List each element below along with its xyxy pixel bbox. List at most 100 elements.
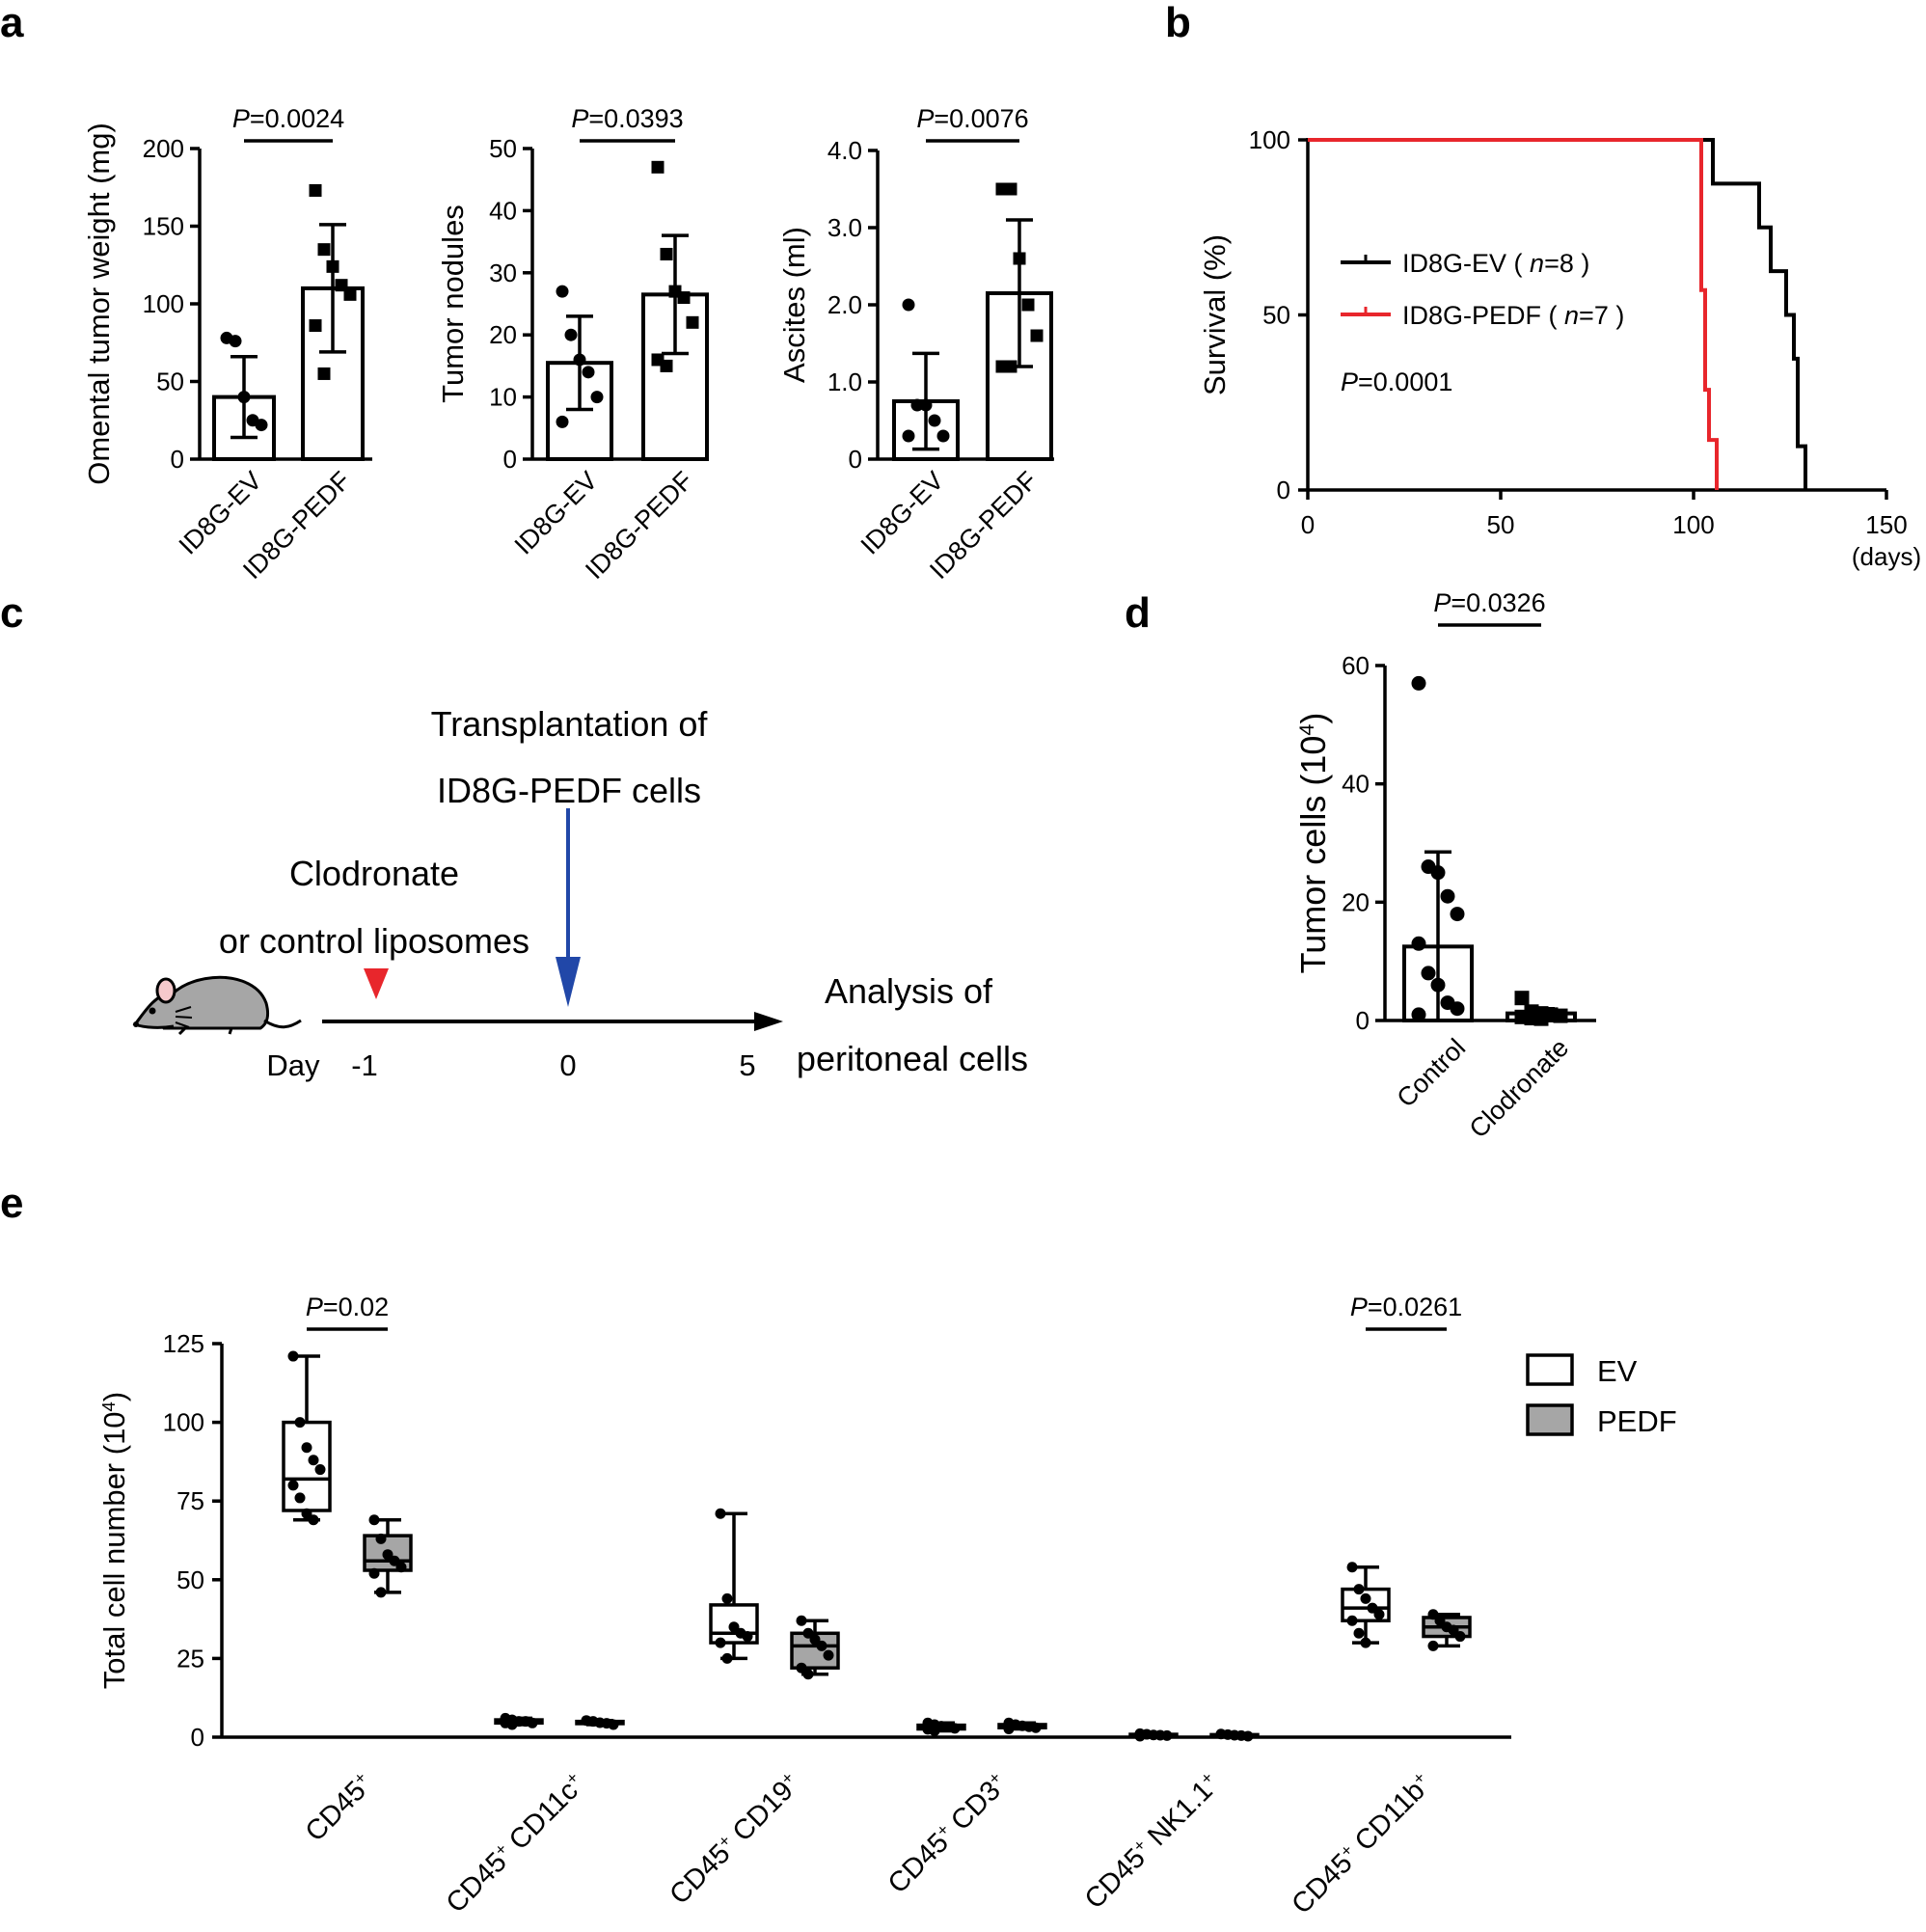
- box-pedf: [575, 1715, 625, 1730]
- p-value-label-value: =0.0024: [250, 104, 344, 133]
- p-value-label-value: =0.0393: [588, 104, 683, 133]
- day-tick-minus1: -1: [351, 1048, 378, 1082]
- data-point: [255, 419, 268, 432]
- y-tick-label: 0: [1277, 476, 1290, 504]
- data-point: [1161, 1729, 1173, 1741]
- y-axis-label-close: ): [1293, 713, 1333, 724]
- legend-n-value: =7 ): [1579, 301, 1624, 330]
- y-tick-label: 100: [143, 289, 184, 318]
- data-point: [1367, 1602, 1378, 1614]
- data-point: [375, 1587, 387, 1598]
- box-pedf: [1209, 1728, 1260, 1742]
- data-point: [902, 298, 915, 312]
- data-point: [1454, 1631, 1466, 1643]
- legend-n-italic: n: [1530, 249, 1544, 278]
- box-pedf: [997, 1717, 1047, 1735]
- data-point: [1411, 675, 1426, 691]
- legend-label-pedf: PEDF: [1597, 1404, 1677, 1438]
- data-point: [715, 1637, 726, 1648]
- transplant-arrow-head: [556, 957, 581, 1007]
- data-point: [1021, 298, 1035, 312]
- y-axis-label-close: ): [97, 1392, 131, 1401]
- panel-label-b: b: [1165, 0, 1191, 46]
- category-label-main: CD19: [721, 1776, 800, 1854]
- legend-label: ID8G-PEDF ( n=7 ): [1402, 301, 1624, 330]
- category-label: CD45+ CD19+: [664, 1768, 806, 1911]
- box-ev: [494, 1712, 544, 1730]
- p-value-label: P=0.02: [306, 1293, 389, 1321]
- y-tick-label: 10: [489, 383, 517, 412]
- category-label-main: NK1.1: [1136, 1776, 1218, 1858]
- experiment-schematic: Transplantation of ID8G-PEDF cells Clodr…: [132, 704, 1028, 1082]
- data-point: [910, 398, 924, 412]
- legend-swatch-ev: [1526, 1353, 1574, 1386]
- data-point: [301, 1508, 312, 1519]
- data-point: [1553, 1008, 1568, 1023]
- data-point: [715, 1508, 726, 1519]
- y-tick-label: 40: [489, 196, 517, 225]
- data-point: [326, 259, 339, 273]
- y-tick-label: 0: [849, 445, 862, 474]
- data-point: [721, 1652, 733, 1664]
- data-point: [677, 291, 691, 305]
- y-tick-label: 0: [503, 445, 517, 474]
- y-tick-label: 2.0: [827, 290, 862, 319]
- data-point: [1450, 907, 1465, 922]
- legend-n-italic: n: [1564, 301, 1579, 330]
- p-value-label-italic-p: P: [306, 1293, 323, 1321]
- p-value-label: P=0.0076: [916, 104, 1028, 133]
- data-point: [1421, 966, 1436, 981]
- data-point: [686, 315, 699, 329]
- data-point: [1533, 1011, 1549, 1026]
- y-tick-label: 30: [489, 259, 517, 287]
- data-point: [287, 1350, 299, 1362]
- category-label: CD45+ NK1.1+: [1078, 1768, 1226, 1916]
- category-label: CD45+: [299, 1768, 379, 1848]
- box-ev: [1128, 1728, 1179, 1742]
- data-point: [1360, 1637, 1371, 1648]
- data-point: [1440, 888, 1455, 904]
- transplant-label-line2: ID8G-PEDF cells: [437, 771, 701, 810]
- clodronate-label-line2: or control liposomes: [219, 921, 529, 961]
- p-value-label-italic-p: P: [232, 104, 250, 133]
- y-tick-label: 0: [1356, 1006, 1370, 1035]
- data-point: [287, 1480, 299, 1491]
- data-point: [660, 247, 673, 260]
- survival-line-id8g-ev: [1308, 138, 1807, 490]
- p-value-label: P=0.0393: [571, 104, 683, 133]
- mouse-icon: [132, 975, 302, 1036]
- chart-survival-curve: 0 50 100 0 50 100 150 (days) Survival (%) ID8G-EV…: [1198, 125, 1921, 571]
- chart-total-cell-number: 0 25 50 75 100 125 Total cell number (104) CD45…: [97, 1293, 1677, 1920]
- y-tick-label: 40: [1342, 770, 1370, 799]
- y-tick-label: 100: [1249, 125, 1290, 154]
- y-tick-label: 20: [489, 320, 517, 349]
- data-point: [816, 1640, 827, 1651]
- data-point: [929, 1725, 940, 1736]
- y-axis-label: Total cell number (104): [97, 1392, 131, 1689]
- y-tick-label: 0: [171, 445, 184, 474]
- data-point: [1004, 360, 1017, 373]
- data-point: [294, 1417, 306, 1429]
- data-point: [1353, 1627, 1365, 1639]
- data-point: [1360, 1592, 1371, 1604]
- p-value-label: P=0.0024: [232, 104, 344, 133]
- liposome-injection-marker: [364, 968, 389, 999]
- data-point: [802, 1627, 814, 1639]
- analysis-label-line1: Analysis of: [825, 971, 993, 1011]
- data-point: [308, 1514, 319, 1526]
- y-axis-label: Ascites (ml): [777, 227, 811, 383]
- category-label: CD45+ CD3+: [882, 1768, 1014, 1900]
- p-value-label-value: =0.0261: [1368, 1293, 1462, 1321]
- data-point: [1430, 977, 1446, 993]
- data-point: [343, 287, 357, 301]
- data-point: [742, 1631, 753, 1643]
- y-axis-label: Omental tumor weight (mg): [82, 122, 116, 485]
- y-axis-label: Tumor nodules: [436, 204, 470, 403]
- x-tick-label: 100: [1672, 510, 1714, 539]
- panel-label-d: d: [1125, 589, 1151, 637]
- category-label: ID8G-EV: [509, 466, 604, 560]
- panel-label-a: a: [0, 0, 24, 46]
- chart-tumor-nodules: 01020304050ID8G-EVID8G-PEDFP=0.0393Tumor…: [436, 104, 709, 585]
